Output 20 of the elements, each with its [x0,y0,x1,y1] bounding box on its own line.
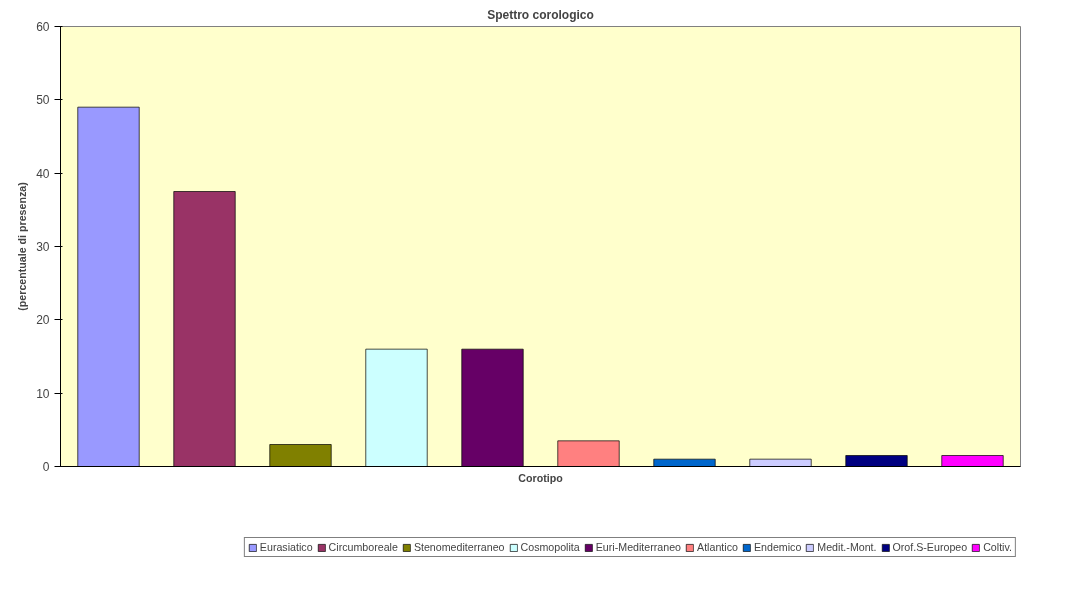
y-tick-label: 10 [36,386,50,401]
legend-label: Cosmopolita [520,541,580,553]
y-axis-title: (percentuale di presenza) [16,181,29,311]
y-tick-label: 20 [36,313,50,328]
legend-label: Euri-Mediterraneo [595,541,682,553]
y-tick-label: 30 [36,240,50,254]
y-tick-label: 40 [36,166,50,181]
legend-label: Orof.S-Europeo [892,541,968,553]
legend-label: Circumboreale [328,541,398,553]
x-axis-title: Corotipo [518,471,564,484]
legend-label: Atlantico [697,541,738,553]
legend-label: Coltiv. [983,541,1012,553]
chart-title: Spettro corologico [487,7,594,22]
legend-label: Endemico [753,541,802,553]
y-tick-label: 50 [36,93,50,108]
legend-label: Stenomediterraneo [413,541,505,553]
y-tick-label: 0 [42,460,50,474]
legend-label: Medit.-Mont. [817,541,877,553]
legend-label: Eurasiatico [259,541,313,553]
y-tick-label: 60 [36,20,50,34]
